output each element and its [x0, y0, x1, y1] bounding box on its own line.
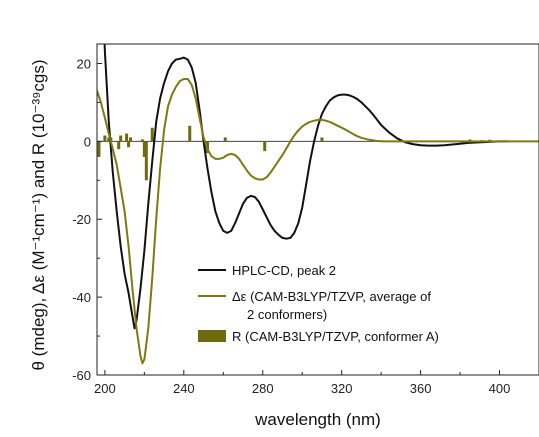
- axis-ticks: [97, 62, 501, 376]
- legend-swatch-rotatory: [198, 330, 226, 342]
- y-tick-labels: -60 -40 -20 0 20: [72, 56, 91, 383]
- rotatory-bar: [150, 127, 154, 142]
- rotatory-bar: [468, 139, 472, 142]
- experimental-cd-line: [103, 44, 508, 330]
- rotatory-bar: [119, 135, 123, 142]
- legend-label-calculated: Δε (CAM-B3LYP/TZVP, average of: [232, 289, 431, 304]
- y-tick-label: -60: [72, 368, 91, 383]
- calculated-ecd-line: [97, 78, 539, 365]
- x-tick-label: 360: [410, 381, 432, 396]
- rotatory-bar: [188, 125, 192, 142]
- rotatory-bar: [107, 137, 111, 142]
- legend: HPLC-CD, peak 2 Δε (CAM-B3LYP/TZVP, aver…: [198, 263, 439, 344]
- x-tick-label: 320: [331, 381, 353, 396]
- rotatory-bar: [320, 137, 324, 142]
- x-tick-label: 400: [489, 381, 511, 396]
- y-axis-title: θ (mdeg), Δε (M⁻¹cm⁻¹) and R (10⁻³⁹cgs): [29, 59, 48, 370]
- rotatory-bar: [103, 135, 107, 142]
- x-tick-labels: 200 240 280 320 360 400: [94, 381, 510, 396]
- legend-label-calculated-line2: 2 conformers): [247, 307, 327, 322]
- legend-label-rotatory: R (CAM-B3LYP/TZVP, conformer A): [232, 329, 439, 344]
- x-tick-label: 240: [173, 381, 195, 396]
- plot-frame: [96, 43, 539, 376]
- y-tick-label: -20: [72, 212, 91, 227]
- rotatory-bar: [129, 137, 133, 142]
- legend-label-experimental: HPLC-CD, peak 2: [232, 263, 336, 278]
- x-tick-label: 280: [252, 381, 274, 396]
- rotatory-bar: [125, 133, 129, 142]
- rotatory-bar: [144, 141, 148, 181]
- rotatory-bar: [140, 139, 144, 142]
- rotatory-bar: [142, 141, 146, 157]
- y-tick-label: 0: [84, 134, 91, 149]
- x-tick-label: 200: [94, 381, 116, 396]
- x-axis-title: wavelength (nm): [254, 410, 381, 429]
- rotatory-bar: [117, 141, 121, 150]
- rotatory-bar: [263, 141, 267, 152]
- y-tick-label: -40: [72, 290, 91, 305]
- rotatory-bar: [223, 137, 227, 142]
- y-tick-label: 20: [77, 56, 91, 71]
- rotatory-bar: [97, 141, 101, 157]
- spectrum-lines: [97, 44, 539, 365]
- rotatory-bar: [127, 141, 131, 148]
